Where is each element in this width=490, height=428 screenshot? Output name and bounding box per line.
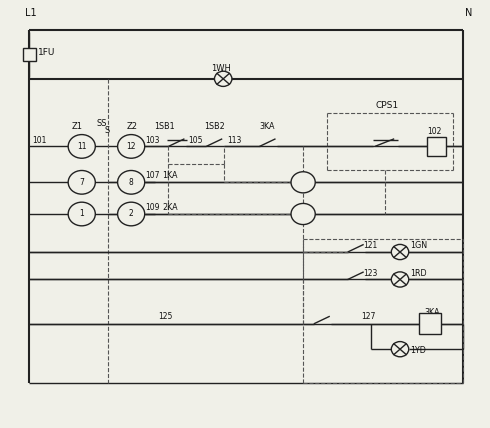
Bar xyxy=(23,48,36,61)
Text: 127: 127 xyxy=(361,312,376,321)
Text: 3KA: 3KA xyxy=(424,307,440,317)
Text: 1SB2: 1SB2 xyxy=(204,122,225,131)
Text: 1: 1 xyxy=(79,209,84,219)
Circle shape xyxy=(392,244,409,260)
Text: 1FU: 1FU xyxy=(38,48,55,57)
Text: SS: SS xyxy=(96,119,107,128)
Text: 1GN: 1GN xyxy=(410,241,427,250)
Circle shape xyxy=(118,134,145,158)
Circle shape xyxy=(68,134,96,158)
Text: 2: 2 xyxy=(129,209,134,219)
Text: 1WH: 1WH xyxy=(211,64,231,73)
Text: 101: 101 xyxy=(32,136,46,145)
Text: 8: 8 xyxy=(129,178,134,187)
Circle shape xyxy=(392,272,409,287)
Text: N: N xyxy=(466,8,473,18)
Text: 103: 103 xyxy=(146,136,160,145)
Text: 1RD: 1RD xyxy=(410,269,426,278)
Circle shape xyxy=(68,170,96,194)
Text: S: S xyxy=(104,126,110,135)
Text: 12: 12 xyxy=(126,142,136,151)
Circle shape xyxy=(118,170,145,194)
Text: 121: 121 xyxy=(364,241,378,250)
Circle shape xyxy=(68,202,96,226)
Circle shape xyxy=(215,71,232,86)
Text: 2KA: 2KA xyxy=(163,203,178,212)
Text: 113: 113 xyxy=(227,136,242,145)
Circle shape xyxy=(118,202,145,226)
Circle shape xyxy=(291,203,315,225)
Text: CPS1: CPS1 xyxy=(376,101,399,110)
Text: 11: 11 xyxy=(77,142,87,151)
Text: Z2: Z2 xyxy=(126,122,137,131)
Text: 102: 102 xyxy=(428,128,442,137)
Text: 109: 109 xyxy=(146,203,160,212)
Text: 7: 7 xyxy=(79,178,84,187)
Text: 1KA: 1KA xyxy=(163,172,178,181)
Bar xyxy=(427,137,446,156)
Text: 125: 125 xyxy=(158,312,172,321)
Circle shape xyxy=(291,172,315,193)
Text: 107: 107 xyxy=(146,172,160,181)
Text: Z1: Z1 xyxy=(72,122,83,131)
Text: 105: 105 xyxy=(188,136,202,145)
Text: 3KA: 3KA xyxy=(260,122,275,131)
Text: 1D2: 1D2 xyxy=(424,324,440,333)
Text: L1: L1 xyxy=(24,8,36,18)
Bar xyxy=(419,313,441,334)
Circle shape xyxy=(392,342,409,357)
Text: 1YD: 1YD xyxy=(410,345,426,354)
Text: 123: 123 xyxy=(364,269,378,278)
Text: 1SB1: 1SB1 xyxy=(154,122,174,131)
